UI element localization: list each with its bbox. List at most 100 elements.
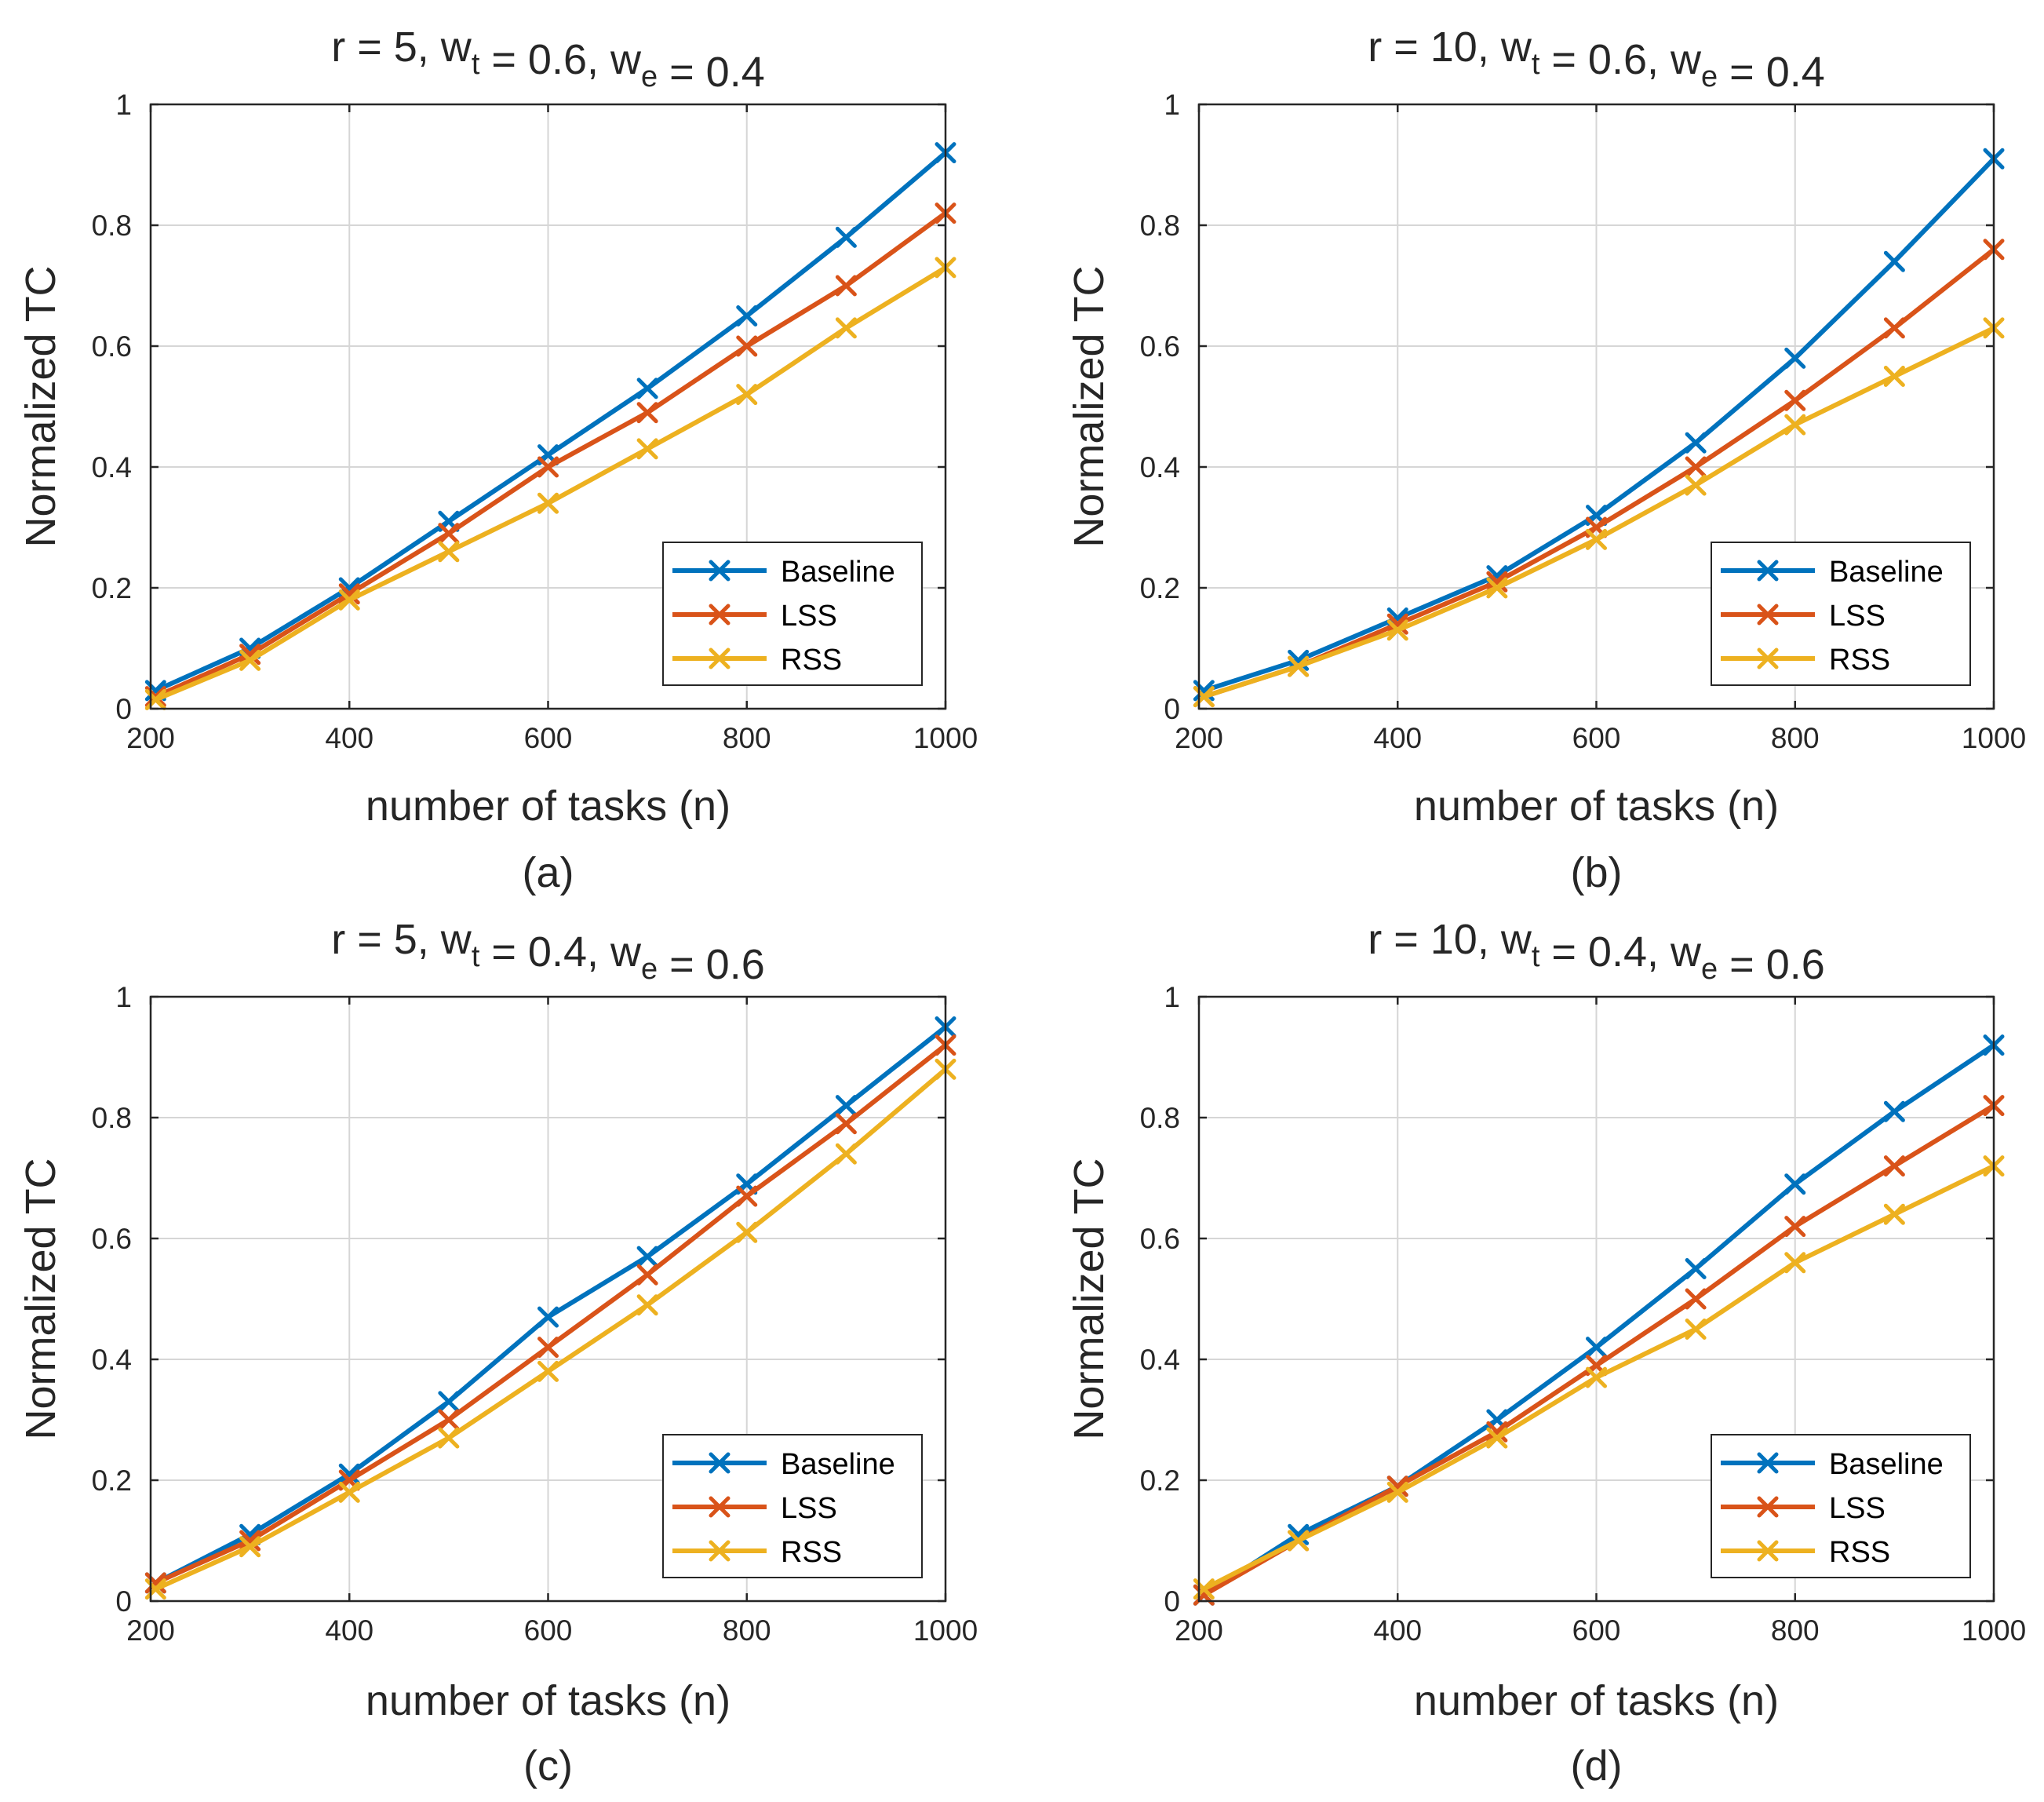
y-tick-label: 1: [1164, 89, 1180, 121]
axes-frame: [149, 103, 947, 710]
data-point-marker: [1685, 456, 1707, 478]
legend: Baseline LSS RSS: [1711, 1434, 1971, 1578]
data-point-marker: [736, 384, 758, 406]
legend-marker: [1757, 1452, 1779, 1474]
x-tick-label: 400: [325, 1614, 373, 1647]
data-point-marker: [438, 1391, 460, 1413]
data-point-marker: [1784, 1252, 1806, 1274]
panel-caption: (b): [1571, 849, 1623, 896]
data-point-marker: [239, 1536, 261, 1558]
legend-label: RSS: [1829, 644, 1890, 677]
data-point-marker: [239, 649, 261, 671]
panel-caption: (a): [523, 849, 574, 896]
legend-label: LSS: [1829, 600, 1886, 633]
legend-marker: [709, 560, 731, 582]
x-tick-label: 800: [1771, 1614, 1820, 1647]
y-tick-label: 0.6: [92, 330, 132, 363]
legend-marker: [709, 1496, 731, 1518]
data-point-marker: [1685, 1319, 1707, 1340]
data-point-marker: [1883, 366, 1905, 387]
y-tick-label: 0.8: [1140, 210, 1180, 242]
data-point-marker: [636, 1264, 658, 1286]
y-tick-label: 0.8: [92, 1102, 132, 1134]
data-point-marker: [1685, 474, 1707, 496]
data-point-marker: [537, 456, 559, 478]
x-tick-label: 600: [1572, 1614, 1621, 1647]
data-point-marker: [438, 1409, 460, 1431]
data-point-marker: [338, 1463, 360, 1485]
data-point-marker: [239, 644, 261, 666]
legend-marker: [1757, 1540, 1779, 1562]
legend-marker: [709, 647, 731, 669]
y-axis-label: Normalized TC: [17, 1158, 64, 1439]
data-point-marker: [1883, 250, 1905, 272]
axes-frame: [1197, 995, 1995, 1603]
x-axis-label: number of tasks (n): [1414, 782, 1779, 830]
data-point-marker: [1784, 414, 1806, 436]
x-tick-label: 600: [524, 722, 573, 754]
data-point-marker: [835, 1113, 857, 1135]
y-tick-label: 0.4: [92, 451, 132, 483]
legend-marker: [709, 1452, 731, 1474]
y-tick-label: 0.4: [1140, 451, 1180, 483]
y-tick-label: 0.6: [1140, 330, 1180, 363]
data-point-marker: [1883, 1203, 1905, 1225]
panel-caption: (d): [1571, 1742, 1623, 1789]
data-point-marker: [438, 523, 460, 545]
data-point-marker: [1784, 347, 1806, 369]
chart-panel-d: 200 400 600 800 1000 0 0.2 0.4 0.6 0.8 1 Baseline LS…: [1066, 916, 2026, 1789]
x-tick-label: 200: [126, 722, 175, 754]
x-tick-label: 1000: [1962, 1614, 2026, 1647]
x-tick-label: 800: [723, 722, 771, 754]
data-point-marker: [636, 402, 658, 424]
data-point-marker: [1386, 619, 1408, 641]
legend: Baseline LSS RSS: [662, 542, 923, 686]
x-tick-label: 600: [1572, 722, 1621, 754]
data-point-marker: [736, 1221, 758, 1243]
data-point-marker: [835, 317, 857, 339]
data-point-marker: [1883, 1100, 1905, 1122]
legend-marker: [709, 604, 731, 626]
y-tick-label: 0.6: [92, 1223, 132, 1255]
x-axis-label: number of tasks (n): [366, 1677, 731, 1724]
x-tick-label: 800: [723, 1614, 771, 1647]
x-tick-label: 200: [1175, 722, 1223, 754]
y-tick-label: 1: [1164, 981, 1180, 1013]
x-tick-label: 800: [1771, 722, 1820, 754]
data-point-marker: [636, 1294, 658, 1316]
x-tick-label: 200: [1175, 1614, 1223, 1647]
series-rss: [144, 257, 956, 710]
y-tick-label: 0: [1164, 693, 1180, 725]
y-tick-label: 0.2: [92, 1465, 132, 1497]
legend-marker: [1757, 560, 1779, 582]
data-point-marker: [1784, 1173, 1806, 1195]
y-axis-label: Normalized TC: [17, 265, 64, 547]
legend-label: LSS: [781, 1492, 837, 1525]
x-axis-label: number of tasks (n): [366, 782, 731, 830]
legend-label: Baseline: [781, 556, 895, 589]
data-point-marker: [1784, 1216, 1806, 1238]
y-tick-label: 0.2: [1140, 572, 1180, 604]
data-point-marker: [835, 275, 857, 297]
data-point-marker: [1685, 1288, 1707, 1310]
chart-title: r = 10, wt = 0.4, we = 0.6: [1368, 916, 1825, 988]
legend-label: Baseline: [1829, 556, 1944, 589]
data-point-marker: [636, 1246, 658, 1268]
legend-label: LSS: [1829, 1492, 1886, 1525]
legend: Baseline LSS RSS: [1711, 542, 1971, 686]
data-point-marker: [537, 1360, 559, 1382]
data-point-marker: [835, 226, 857, 248]
chart-panel-a: 200 400 600 800 1000 0 0.2 0.4 0.6 0.8 1 Baseline LS…: [17, 24, 978, 896]
data-point-marker: [736, 335, 758, 357]
y-tick-label: 0: [1164, 1585, 1180, 1618]
legend-label: RSS: [781, 1536, 842, 1569]
data-point-marker: [835, 1095, 857, 1117]
data-point-marker: [1288, 1530, 1310, 1552]
data-point-marker: [636, 378, 658, 399]
x-tick-label: 400: [1373, 722, 1422, 754]
data-point-marker: [1386, 1476, 1408, 1497]
x-tick-label: 400: [325, 722, 373, 754]
chart-title: r = 10, wt = 0.6, we = 0.4: [1368, 24, 1825, 96]
data-point-marker: [1386, 1481, 1408, 1503]
data-point-marker: [537, 492, 559, 514]
